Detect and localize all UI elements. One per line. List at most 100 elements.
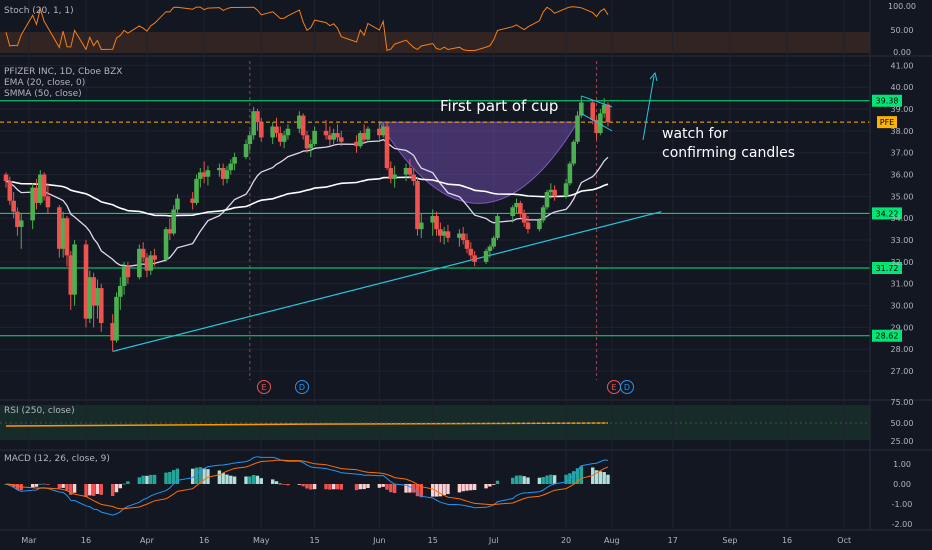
stoch-label: Stoch (20, 1, 1) (4, 6, 74, 16)
macd-bar-70 (385, 484, 389, 490)
candle-body-0 (3, 174, 9, 182)
macd-bar-87 (472, 484, 477, 491)
candle-body-3 (15, 211, 20, 227)
macd-bar-33 (175, 468, 180, 484)
price-tick-1: 40.00 (891, 83, 914, 92)
candle-body-107 (590, 102, 596, 120)
trendline (112, 211, 662, 353)
macd-bar-36 (198, 467, 203, 484)
macd-bar-26 (141, 475, 145, 484)
macd-bar-40 (221, 472, 225, 484)
x-tick-label-4: May (253, 536, 270, 545)
candle-body-89 (487, 246, 493, 251)
macd-bar-105 (575, 468, 580, 484)
candle-body-98 (540, 207, 546, 221)
candle-body-52 (281, 135, 287, 142)
candle-body-93 (514, 202, 519, 208)
candle-body-61 (331, 133, 336, 140)
macd-bar-108 (594, 470, 599, 484)
event-marker-1 (295, 380, 309, 394)
macd-bar-111 (606, 474, 610, 484)
candle-body-27 (144, 257, 150, 271)
price-tick-13: 28.00 (891, 345, 914, 354)
macd-bar-57 (309, 484, 313, 490)
macd-bar-48 (259, 478, 263, 484)
macd-bar-79 (434, 484, 439, 497)
macd-bar-61 (331, 484, 336, 490)
smma-line (5, 176, 609, 217)
macd-bar-85 (465, 484, 469, 491)
smma-label: SMMA (50, close) (4, 89, 82, 99)
candle-body-40 (220, 168, 226, 179)
macd-bar-17 (91, 484, 96, 496)
macd-bar-63 (339, 484, 343, 490)
macd-bar-27 (145, 475, 149, 484)
macd-bar-58 (312, 484, 317, 490)
candle-body-65 (358, 133, 363, 147)
cup-pattern (378, 121, 579, 204)
macd-bar-65 (358, 484, 363, 490)
price-tick-2: 39.00 (891, 105, 914, 114)
candle-body-21 (114, 296, 119, 341)
candle-body-11 (60, 218, 66, 249)
candle-body-68 (377, 128, 382, 136)
candle-body-43 (232, 157, 237, 164)
candle-body-41 (224, 170, 230, 179)
price-tick-5: 36.00 (891, 171, 914, 180)
macd-bar-73 (404, 484, 408, 493)
level-label-3: 28.62 (876, 332, 899, 341)
candle-body-8 (41, 174, 47, 197)
rsi-tick-2: 25.00 (891, 437, 914, 446)
grid-lines (0, 0, 870, 530)
candle-body-2 (11, 200, 16, 212)
candle-body-62 (335, 133, 340, 138)
rsi-pane (0, 422, 870, 427)
candle-body-14 (72, 244, 77, 295)
candle-body-88 (483, 250, 489, 262)
candle-body-36 (198, 172, 203, 179)
candle-body-94 (518, 202, 523, 214)
candle-body-10 (57, 207, 62, 249)
x-tick-label-12: Sep (722, 536, 737, 545)
macd-bar-97 (537, 477, 542, 484)
macd-bar-28 (149, 474, 153, 484)
macd-bar-19 (99, 484, 103, 495)
breakout-arrowhead (649, 71, 658, 82)
x-tick-label-11: 17 (668, 536, 678, 545)
candle-body-66 (361, 133, 367, 140)
candle-body-51 (278, 133, 283, 142)
candle-body-80 (438, 229, 443, 236)
macd-bar-51 (278, 483, 283, 485)
candle-body-37 (201, 172, 207, 177)
candle-body-42 (228, 163, 234, 171)
candles (3, 95, 611, 352)
price-axes: 41.00 40.00 39.00 38.00 37.00 36.00 35.00 34.00… (869, 0, 916, 530)
candle-body-110 (601, 104, 607, 114)
macd-bar-38 (206, 469, 210, 484)
macd-bar-91 (495, 480, 500, 484)
candle-body-74 (407, 168, 413, 175)
macd-bar-32 (171, 470, 176, 484)
macd-bar-72 (392, 484, 397, 494)
macd-tick-2: -1.00 (892, 500, 913, 509)
level-badge-3 (872, 329, 902, 342)
macd-bar-18 (95, 484, 100, 494)
candle-body-73 (403, 168, 409, 175)
candle-body-32 (171, 209, 176, 234)
annotation-cup: First part of cup (440, 97, 558, 115)
macd-bar-68 (377, 484, 382, 488)
candle-body-53 (285, 128, 291, 136)
macd-bar-84 (461, 484, 465, 492)
macd-bar-23 (122, 483, 126, 485)
macd-bar-66 (362, 484, 366, 490)
candle-body-109 (598, 113, 603, 134)
macd-bar-42 (229, 475, 233, 484)
x-tick-label-0: Mar (21, 536, 37, 545)
rsi-line (5, 422, 608, 427)
candle-body-69 (380, 126, 386, 136)
candle-body-46 (251, 111, 256, 136)
macd-bar-64 (354, 484, 359, 491)
macd-bar-29 (152, 474, 157, 484)
x-tick-label-14: Oct (837, 536, 851, 545)
